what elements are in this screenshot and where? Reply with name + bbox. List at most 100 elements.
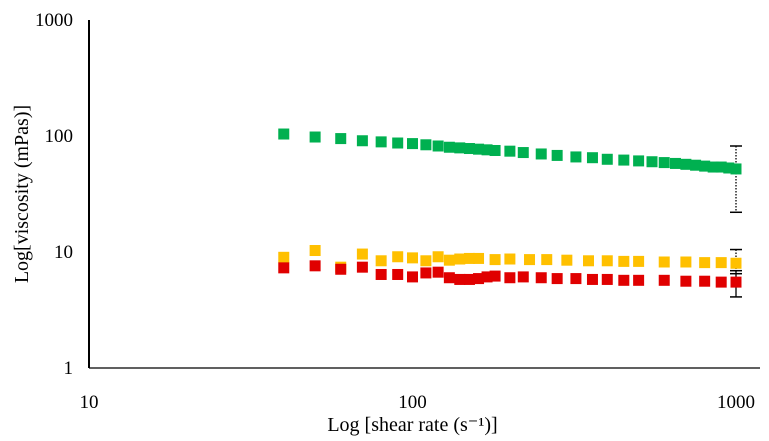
data-point-series-2 [715, 257, 727, 269]
data-point-series-3 [481, 271, 493, 283]
data-point-series-3 [680, 275, 692, 287]
data-point-series-2 [658, 256, 670, 268]
data-point-series-2 [463, 252, 475, 264]
data-point-series-1 [730, 163, 742, 175]
data-point-series-1 [658, 157, 670, 169]
data-point-series-1 [489, 144, 501, 156]
data-point-series-1 [669, 157, 681, 169]
data-point-series-2 [392, 251, 404, 263]
data-point-series-1 [601, 153, 613, 165]
data-point-series-1 [309, 131, 321, 143]
x-tick-label: 1000 [717, 392, 755, 413]
data-point-series-2 [278, 251, 290, 263]
y-tick-label: 1000 [35, 10, 73, 31]
data-point-series-1 [454, 142, 466, 154]
data-point-series-3 [335, 263, 347, 275]
x-axis-title: Log [shear rate (s⁻¹)] [327, 414, 497, 436]
data-point-series-2 [601, 255, 613, 267]
data-point-series-3 [699, 275, 711, 287]
x-tick-label: 10 [80, 392, 99, 413]
data-point-series-3 [356, 261, 368, 273]
data-point-series-2 [730, 257, 742, 269]
data-point-series-3 [715, 276, 727, 288]
data-point-series-1 [473, 143, 485, 155]
y-axis-title: Log[viscosity (mPas)] [11, 105, 33, 283]
data-point-series-3 [658, 274, 670, 286]
data-point-series-3 [473, 273, 485, 285]
data-point-series-2 [356, 248, 368, 260]
data-point-series-2 [583, 255, 595, 267]
data-point-series-1 [463, 143, 475, 155]
data-point-series-1 [375, 136, 387, 148]
data-point-series-2 [699, 257, 711, 269]
data-point-series-3 [454, 273, 466, 285]
data-point-series-2 [473, 252, 485, 264]
data-point-series-1 [420, 139, 432, 151]
data-point-series-2 [561, 254, 573, 266]
y-tick-label: 1 [64, 358, 74, 379]
data-point-series-2 [432, 251, 444, 263]
data-point-series-1 [570, 151, 582, 163]
data-points [278, 128, 742, 288]
data-point-series-1 [690, 159, 702, 171]
data-point-series-2 [443, 254, 455, 266]
data-point-series-1 [443, 141, 455, 153]
data-point-series-1 [504, 145, 516, 157]
data-point-series-3 [517, 271, 529, 283]
data-point-series-3 [601, 273, 613, 285]
data-point-series-3 [489, 270, 501, 282]
data-point-series-1 [586, 152, 598, 164]
data-point-series-2 [420, 255, 432, 267]
data-point-series-3 [586, 273, 598, 285]
data-point-series-1 [680, 158, 692, 170]
data-point-series-3 [375, 268, 387, 280]
data-point-series-1 [535, 148, 547, 160]
y-tick-label: 10 [54, 242, 73, 263]
data-point-series-1 [551, 149, 563, 161]
data-point-series-2 [489, 254, 501, 266]
tick-labels: 1 10 100 1000 10 100 1000 [35, 10, 755, 413]
data-point-series-2 [309, 245, 321, 257]
data-point-series-3 [504, 272, 516, 284]
data-point-series-1 [481, 144, 493, 156]
data-point-series-3 [309, 260, 321, 272]
data-point-series-1 [432, 140, 444, 152]
data-point-series-1 [392, 137, 404, 149]
x-tick-label: 100 [398, 392, 427, 413]
axes [88, 20, 760, 369]
data-point-series-3 [535, 272, 547, 284]
data-point-series-3 [570, 273, 582, 285]
data-point-series-2 [375, 255, 387, 267]
data-point-series-1 [618, 154, 630, 166]
data-point-series-2 [454, 253, 466, 265]
data-point-series-3 [551, 273, 563, 285]
data-point-series-1 [517, 147, 529, 159]
data-point-series-1 [707, 161, 719, 173]
y-tick-label: 100 [45, 126, 74, 147]
data-point-series-3 [407, 271, 418, 283]
data-point-series-1 [407, 138, 418, 150]
data-point-series-2 [504, 253, 516, 265]
data-point-series-2 [680, 256, 692, 268]
data-point-series-1 [335, 133, 347, 145]
data-point-series-1 [278, 128, 290, 140]
data-point-series-2 [633, 255, 645, 267]
data-point-series-1 [715, 161, 727, 173]
data-point-series-3 [278, 262, 290, 274]
data-point-series-1 [699, 160, 711, 172]
data-point-series-3 [463, 273, 475, 285]
data-point-series-3 [633, 274, 645, 286]
data-point-series-3 [730, 276, 742, 288]
data-point-series-3 [420, 267, 432, 279]
data-point-series-1 [723, 162, 735, 174]
data-point-series-2 [524, 254, 536, 266]
data-point-series-1 [646, 156, 658, 168]
data-point-series-2 [407, 252, 418, 264]
data-point-series-3 [432, 266, 444, 278]
data-point-series-3 [618, 274, 630, 286]
data-point-series-1 [356, 135, 368, 147]
data-point-series-2 [541, 254, 553, 266]
data-point-series-1 [633, 155, 645, 167]
data-point-series-2 [618, 255, 630, 267]
